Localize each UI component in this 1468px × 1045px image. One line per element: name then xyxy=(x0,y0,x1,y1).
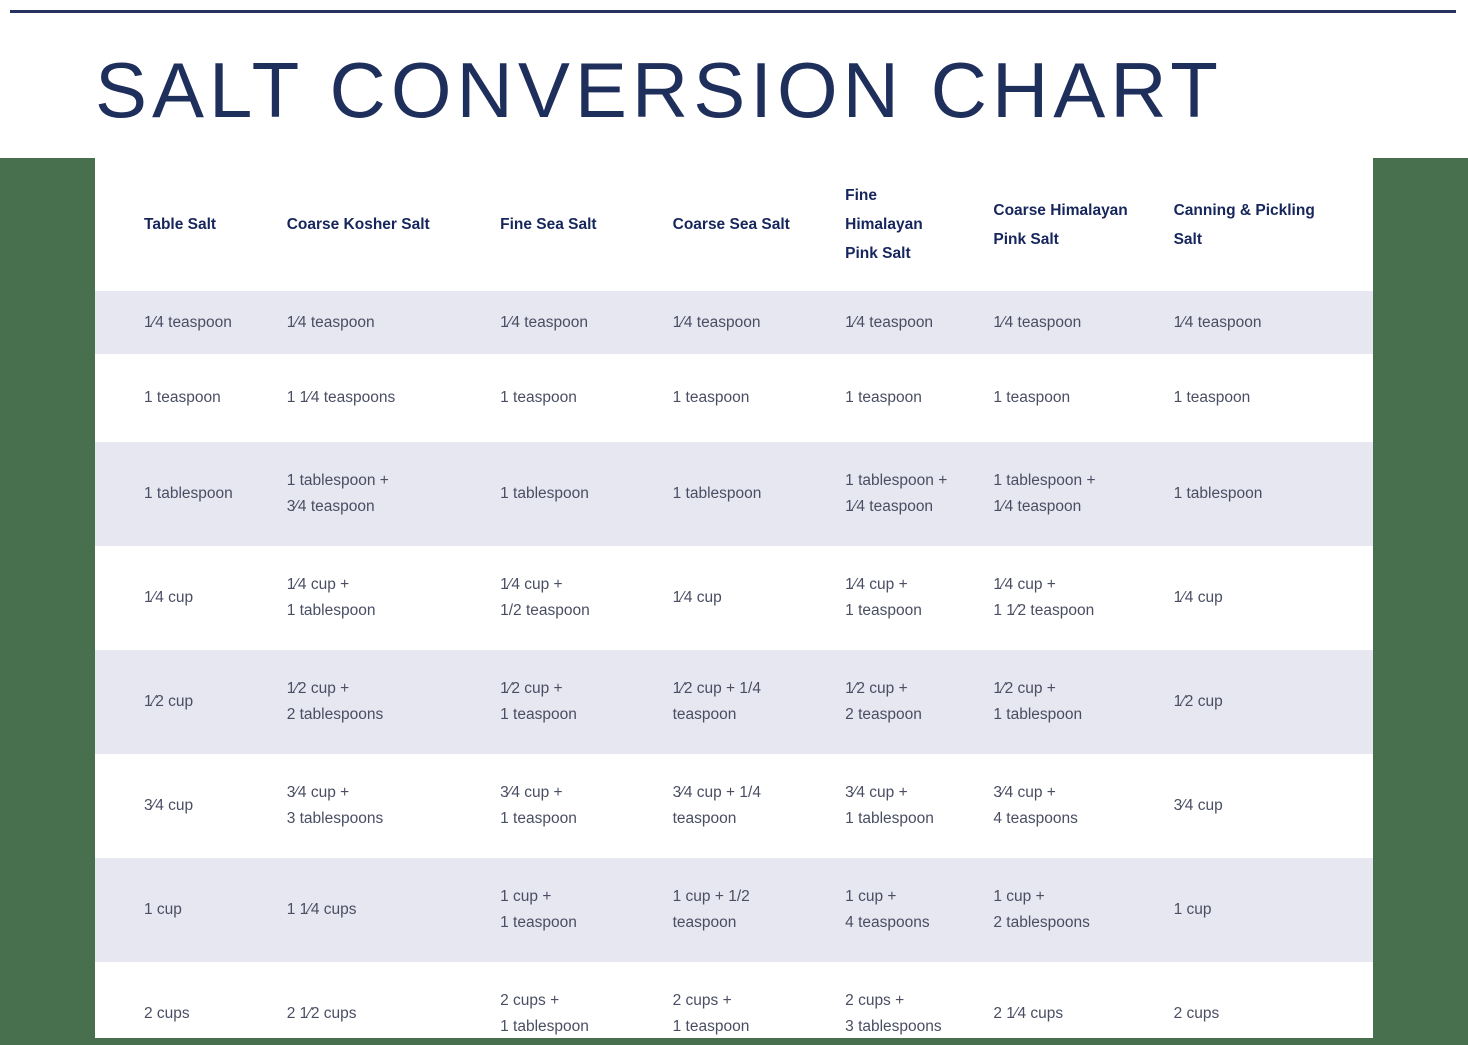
table-cell: 3⁄4 cup + 1/4 teaspoon xyxy=(672,784,761,827)
table-cell: 1⁄2 cup + 2 teaspoon xyxy=(845,680,922,723)
table-cell: 1⁄2 cup xyxy=(1173,693,1223,710)
table-cell: 1⁄2 cup + 1/4 teaspoon xyxy=(672,680,761,723)
table-cell: 1⁄4 teaspoon xyxy=(993,313,1082,331)
table-row-1: 1 teaspoon 1 1⁄4 teaspoons 1 teaspoon 1 tea… xyxy=(95,354,1373,442)
table-cell: 1⁄4 teaspoon xyxy=(1173,313,1262,331)
column-header-2: Fine Sea Salt xyxy=(500,216,597,233)
table-cell: 1⁄4 teaspoon xyxy=(286,313,375,331)
table-cell: 1 tablespoon + 3⁄4 teaspoon xyxy=(286,472,389,515)
table-cell: 1 tablespoon + 1⁄4 teaspoon xyxy=(845,472,948,515)
table-cell: 1⁄4 teaspoon xyxy=(144,313,232,331)
table-cell: 3⁄4 cup + 4 teaspoons xyxy=(993,784,1078,827)
table-cell: 3⁄4 cup + 1 teaspoon xyxy=(500,784,577,827)
table-cell: 1 tablespoon xyxy=(144,485,233,502)
table-cell: 1 cup xyxy=(144,901,182,918)
table-cell: 2 cups xyxy=(1173,1005,1220,1022)
table-cell: 1⁄4 cup + 1/2 teaspoon xyxy=(500,576,590,619)
table-cell: 2 cups xyxy=(144,1005,190,1022)
table-cell: 3⁄4 cup + 1 tablespoon xyxy=(845,784,934,827)
column-header-1: Coarse Kosher Salt xyxy=(286,216,430,233)
table-row-5: 3⁄4 cup 3⁄4 cup + 3 tablespoons 3⁄4 cup + … xyxy=(95,754,1373,858)
table-cell: 2 cups + 1 tablespoon xyxy=(500,992,589,1035)
table-cell: 1 tablespoon xyxy=(672,485,762,502)
table-row-7: 2 cups 2 1⁄2 cups 2 cups + 1 tablespoon 2 c… xyxy=(95,962,1373,1038)
table-cell: 2 1⁄2 cups xyxy=(286,1005,357,1022)
table-cell: 1⁄2 cup + 1 teaspoon xyxy=(500,680,577,723)
column-header-6: Canning & Pickling Salt xyxy=(1173,201,1315,248)
table-cell: 1⁄2 cup + 1 tablespoon xyxy=(993,680,1083,723)
table-cell: 1 teaspoon xyxy=(1173,389,1251,406)
table-cell: 1 tablespoon + 1⁄4 teaspoon xyxy=(993,472,1096,515)
table-cell: 1⁄4 cup + 1 1⁄2 teaspoon xyxy=(993,576,1095,619)
table-row-6: 1 cup 1 1⁄4 cups 1 cup + 1 teaspoon 1 cup +… xyxy=(95,858,1373,962)
table-cell: 3⁄4 cup + 3 tablespoons xyxy=(286,784,384,827)
table-cell: 1 cup + 4 teaspoons xyxy=(845,888,930,931)
table-cell: 1⁄4 cup xyxy=(672,589,722,606)
table-cell: 1 cup + 1/2 teaspoon xyxy=(672,888,750,931)
table-row-2: 1 tablespoon 1 tablespoon + 3⁄4 teaspoon 1… xyxy=(95,442,1373,546)
table-cell: 2 cups + 1 teaspoon xyxy=(672,992,750,1035)
table-cell: 1 1⁄4 teaspoons xyxy=(286,389,396,406)
table-cell: 1 1⁄4 cups xyxy=(286,901,357,918)
table-row-4: 1⁄2 cup 1⁄2 cup + 2 tablespoons 1⁄2 cup + … xyxy=(95,650,1373,754)
table-cell: 1 teaspoon xyxy=(672,389,750,406)
table-cell: 3⁄4 cup xyxy=(144,797,194,814)
table-cell: 1⁄2 cup xyxy=(144,693,194,710)
table-cell: 1⁄4 cup xyxy=(144,589,194,606)
table-cell: 1⁄4 cup xyxy=(1173,589,1223,606)
table-cell: 1 teaspoon xyxy=(500,389,577,406)
background-band: Table Salt Coarse Kosher Salt Fine Sea Sal… xyxy=(0,158,1468,1045)
table-cell: 1⁄4 cup + 1 tablespoon xyxy=(286,576,376,619)
table-cell: 1 cup + 1 teaspoon xyxy=(500,888,577,931)
table-header: Table Salt Coarse Kosher Salt Fine Sea Sal… xyxy=(95,158,1373,291)
conversion-table: Table Salt Coarse Kosher Salt Fine Sea Sal… xyxy=(95,158,1373,1038)
table-row-0: 1⁄4 teaspoon 1⁄4 teaspoon 1⁄4 teaspoon 1⁄4 … xyxy=(95,291,1373,354)
table-cell: 1⁄4 teaspoon xyxy=(500,313,589,331)
top-rule xyxy=(10,10,1456,13)
table-cell: 1 tablespoon xyxy=(500,485,589,502)
table-cell: 1⁄4 teaspoon xyxy=(672,313,761,331)
table-body: 1⁄4 teaspoon 1⁄4 teaspoon 1⁄4 teaspoon 1⁄4 … xyxy=(95,291,1373,1038)
table-cell: 1⁄4 teaspoon xyxy=(845,313,934,331)
table-cell: 2 1⁄4 cups xyxy=(993,1005,1064,1022)
column-header-0: Table Salt xyxy=(144,216,217,233)
table-card: Table Salt Coarse Kosher Salt Fine Sea Sal… xyxy=(95,158,1373,1038)
table-cell: 1 teaspoon xyxy=(845,389,922,406)
column-header-5: Coarse Himalayan Pink Salt xyxy=(993,201,1128,248)
table-cell: 1⁄4 cup + 1 teaspoon xyxy=(845,576,922,619)
column-header-3: Coarse Sea Salt xyxy=(672,216,790,233)
column-header-4: Fine Himalayan Pink Salt xyxy=(845,187,923,262)
page-title: SALT CONVERSION CHART xyxy=(95,46,1223,134)
table-cell: 1 cup + 2 tablespoons xyxy=(993,888,1090,931)
table-cell: 2 cups + 3 tablespoons xyxy=(845,992,942,1035)
table-cell: 1 teaspoon xyxy=(144,389,221,406)
table-cell: 1⁄2 cup + 2 tablespoons xyxy=(286,680,384,723)
table-cell: 1 teaspoon xyxy=(993,389,1071,406)
table-cell: 1 cup xyxy=(1173,901,1212,918)
table-cell: 1 tablespoon xyxy=(1173,485,1263,502)
table-cell: 3⁄4 cup xyxy=(1173,797,1223,814)
header-row: Table Salt Coarse Kosher Salt Fine Sea Sal… xyxy=(95,158,1373,291)
table-row-3: 1⁄4 cup 1⁄4 cup + 1 tablespoon 1⁄4 cup + 1… xyxy=(95,546,1373,650)
